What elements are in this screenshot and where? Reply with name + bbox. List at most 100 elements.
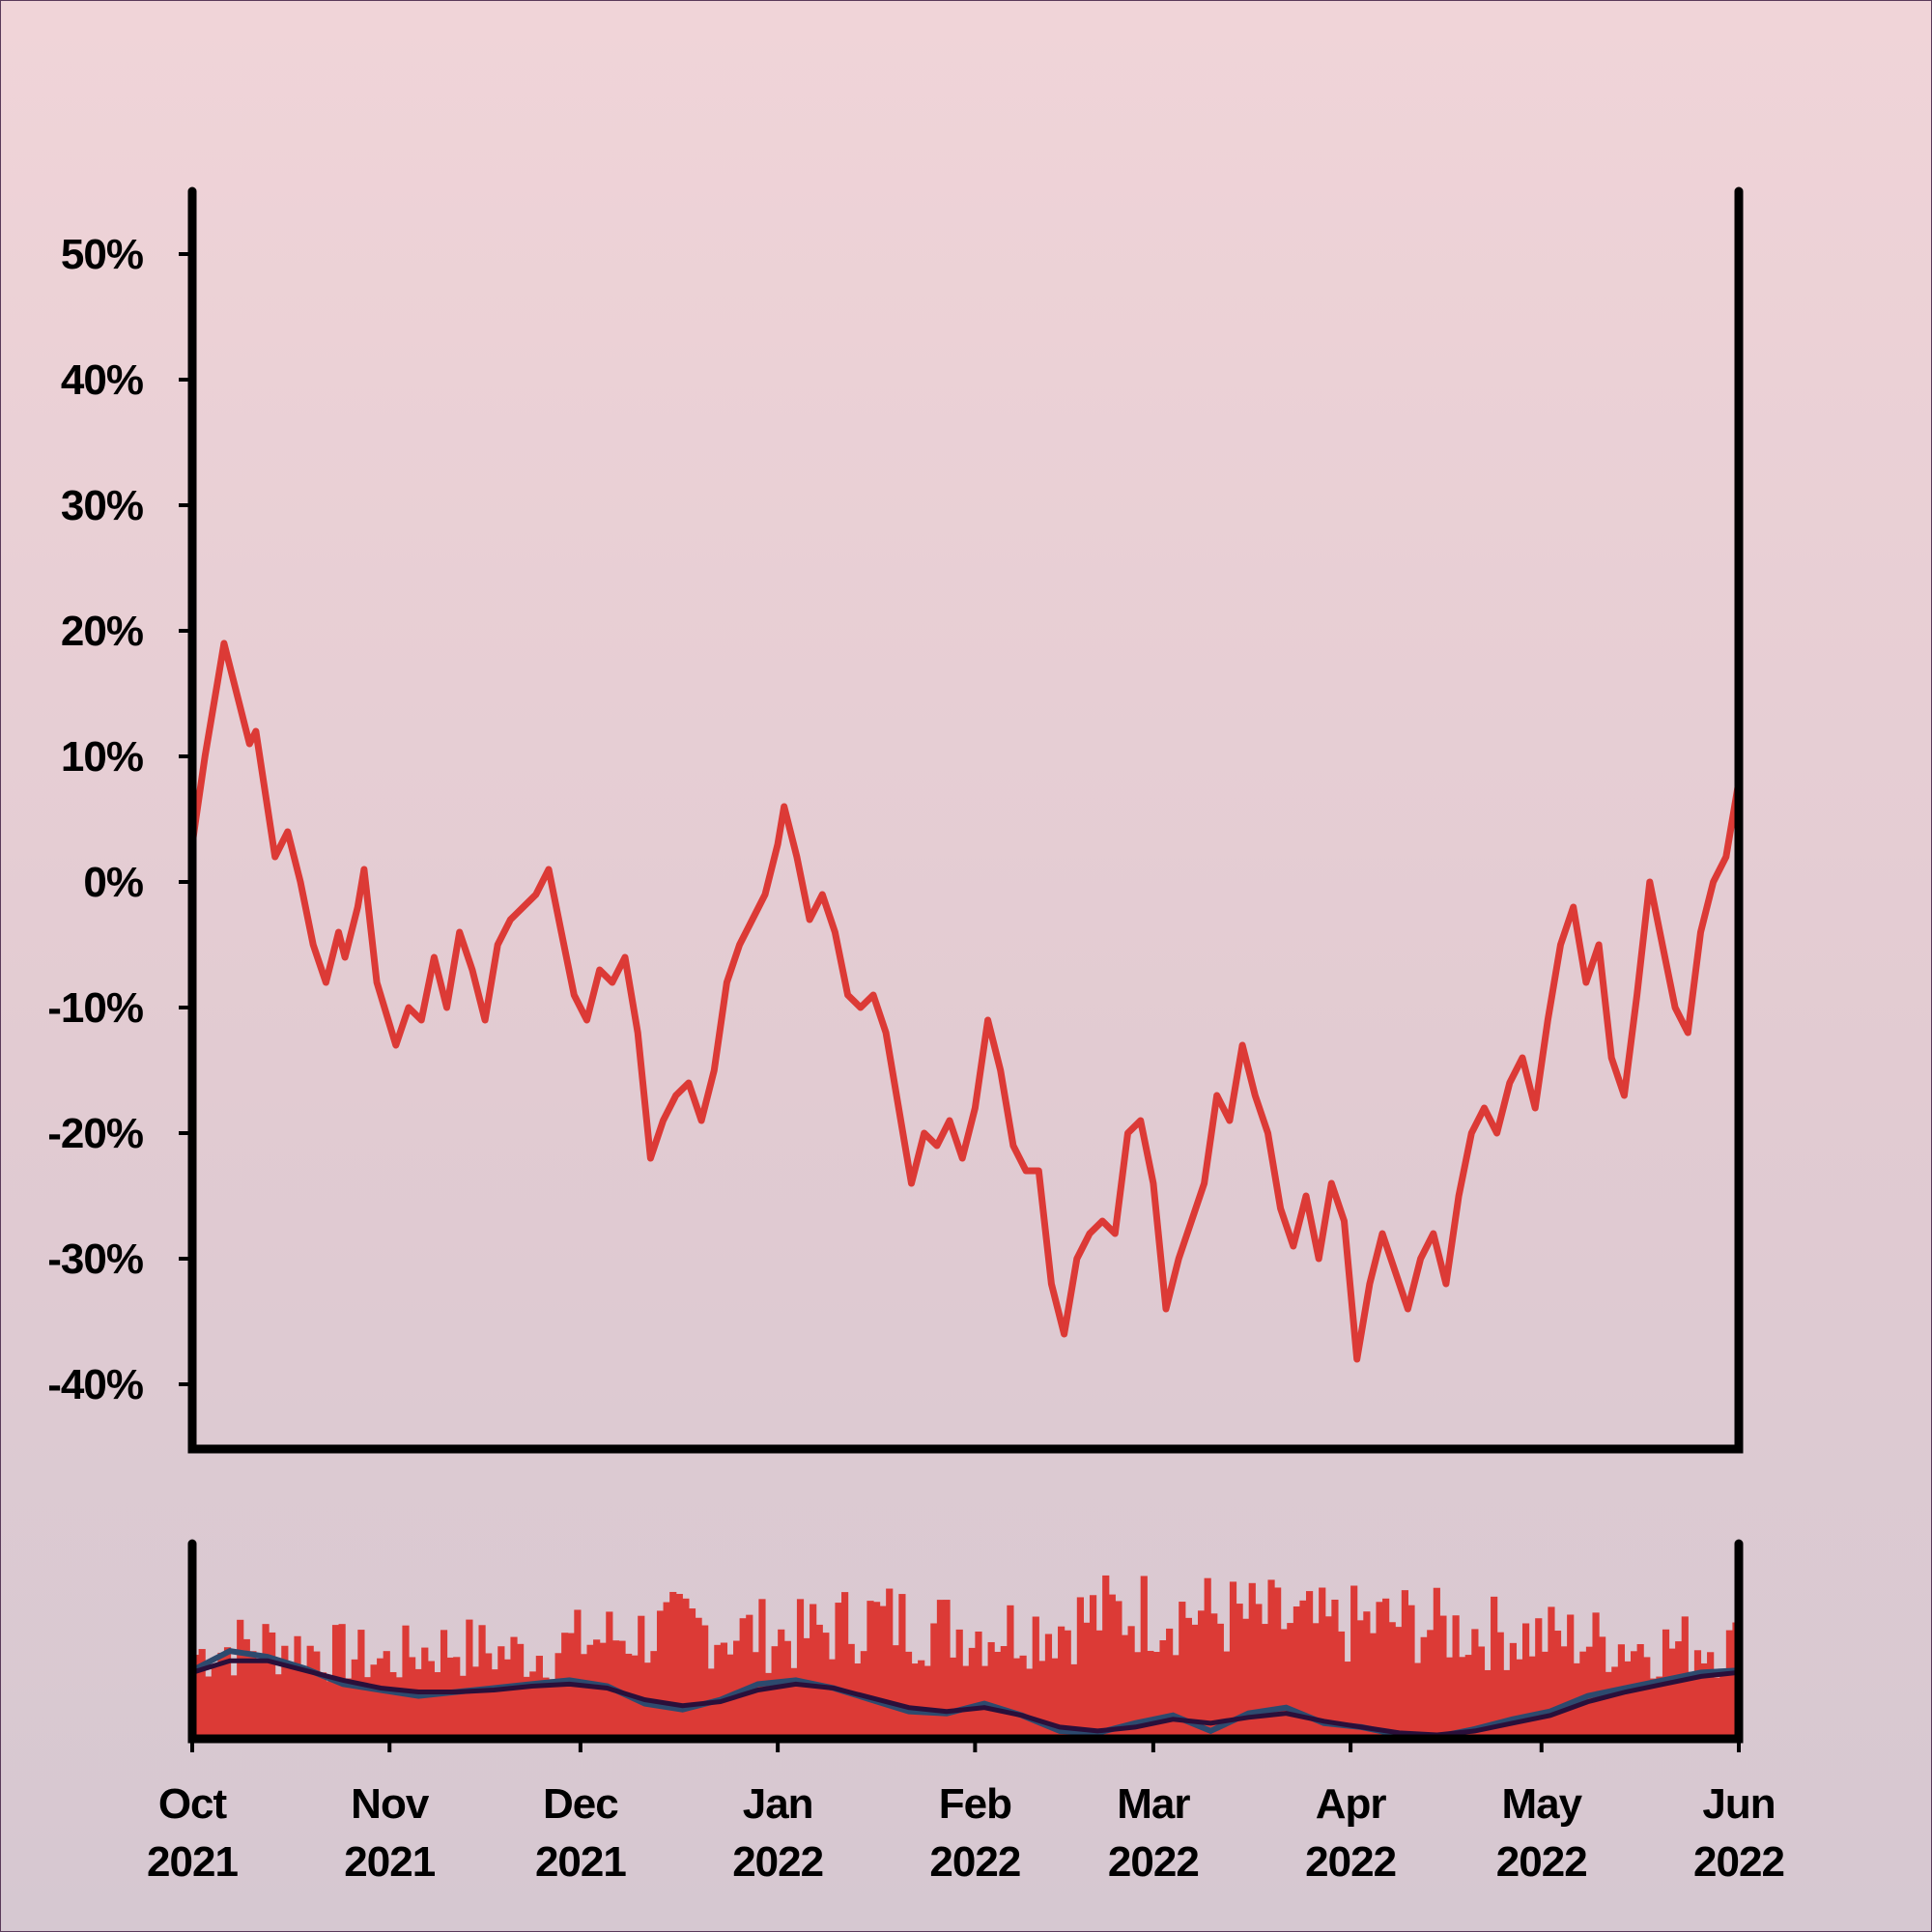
y-tick-label: -40% [47,1361,143,1408]
volume-bar [1560,1646,1568,1739]
volume-bar [370,1664,378,1739]
volume-bar [1280,1629,1288,1739]
y-tick-label: -20% [47,1110,143,1157]
volume-bar [955,1629,963,1739]
volume-bar [485,1653,493,1739]
volume-bar [994,1651,1002,1739]
volume-bar [675,1594,683,1739]
x-tick-month-label: Dec [543,1780,618,1828]
volume-bar [377,1658,384,1739]
volume-bar [1567,1614,1575,1739]
volume-bar [1668,1648,1676,1739]
volume-bar [923,1665,931,1739]
volume-bar [223,1647,232,1739]
volume-bar [1159,1640,1167,1739]
volume-bar [1700,1662,1708,1739]
volume-bar [1459,1657,1466,1739]
volume-bar [249,1651,257,1739]
volume-bar [300,1671,308,1739]
volume-bar [1051,1658,1059,1739]
volume-bar [281,1645,289,1739]
volume-bar [879,1605,887,1739]
volume-bar [1115,1601,1122,1739]
volume-bar [669,1591,677,1739]
volume-bar [841,1592,849,1739]
volume-bar [1649,1678,1657,1739]
volume-bar [230,1675,238,1739]
volume-bar [1197,1610,1206,1739]
volume-bar [1553,1631,1562,1739]
volume-bar [269,1632,276,1739]
volume-bar [1509,1642,1517,1739]
volume-bar [606,1611,613,1739]
x-tick-year-label: 2021 [535,1838,626,1886]
volume-bar [1242,1618,1250,1739]
volume-bar [739,1618,747,1739]
volume-bar [262,1624,270,1739]
x-tick-year-label: 2022 [1108,1838,1199,1886]
y-tick-label: 20% [61,608,143,655]
volume-bar [1636,1644,1644,1739]
volume-bar [1491,1596,1498,1739]
volume-bar [446,1657,454,1739]
volume-bar [1248,1582,1256,1739]
volume-bar [395,1677,404,1739]
volume-bar [1656,1676,1663,1739]
volume-axis-frame [187,1539,1744,1744]
volume-bar [503,1659,512,1739]
volume-bar [656,1610,665,1739]
volume-bars [192,1575,1740,1739]
volume-bar [752,1652,759,1739]
volume-bar [1631,1651,1638,1739]
volume-bar [1605,1671,1612,1739]
volume-bar [574,1609,582,1739]
volume-bar [1611,1666,1619,1739]
volume-bar [1471,1629,1479,1739]
volume-bar [1401,1590,1408,1739]
price-axis-frame [187,186,1744,1454]
volume-bar [1140,1576,1148,1739]
volume-ma-long-line [191,1658,1740,1738]
volume-bar [638,1615,645,1739]
x-tick-month-label: Feb [939,1780,1011,1828]
x-tick-year-label: 2021 [344,1838,435,1886]
volume-bar [810,1604,817,1739]
volume-bar [427,1661,435,1739]
volume-bar [274,1674,282,1739]
volume-bar [650,1651,658,1739]
volume-bar [1305,1591,1314,1739]
volume-bar [389,1671,397,1739]
volume-bar [242,1638,250,1739]
volume-bar [1216,1623,1224,1739]
volume-bar [1293,1606,1300,1739]
volume-bar [1369,1633,1378,1739]
volume-bar [771,1646,779,1739]
volume-bar [1643,1657,1651,1739]
volume-bar [898,1594,906,1739]
volume-bar [815,1624,823,1739]
volume-bar [688,1608,696,1739]
x-tick-month-label: Jun [1702,1780,1775,1828]
volume-bar [1464,1655,1472,1739]
volume-bar [205,1676,213,1739]
volume-bar [1344,1662,1351,1739]
volume-bar [580,1654,588,1739]
volume-bar [1274,1587,1282,1739]
volume-bar [542,1677,550,1739]
volume-bar [803,1637,810,1739]
volume-bar [720,1642,728,1739]
volume-bar [1445,1657,1454,1739]
volume-bar [1152,1652,1161,1739]
volume-bar [1516,1659,1523,1739]
volume-bar [1121,1634,1129,1739]
volume-bar [535,1656,543,1739]
volume-bar [1707,1652,1715,1739]
volume-bar [255,1659,264,1739]
y-tick-label: 0% [83,859,143,906]
volume-bar [1433,1587,1440,1739]
volume-bar [1356,1620,1364,1739]
volume-bar [733,1640,741,1739]
price-panel: 50% 40% 30% 20% 10% 0% -10% -20% -30% -40% [47,186,1744,1454]
volume-bar [414,1668,422,1739]
volume-bar [1287,1623,1294,1739]
